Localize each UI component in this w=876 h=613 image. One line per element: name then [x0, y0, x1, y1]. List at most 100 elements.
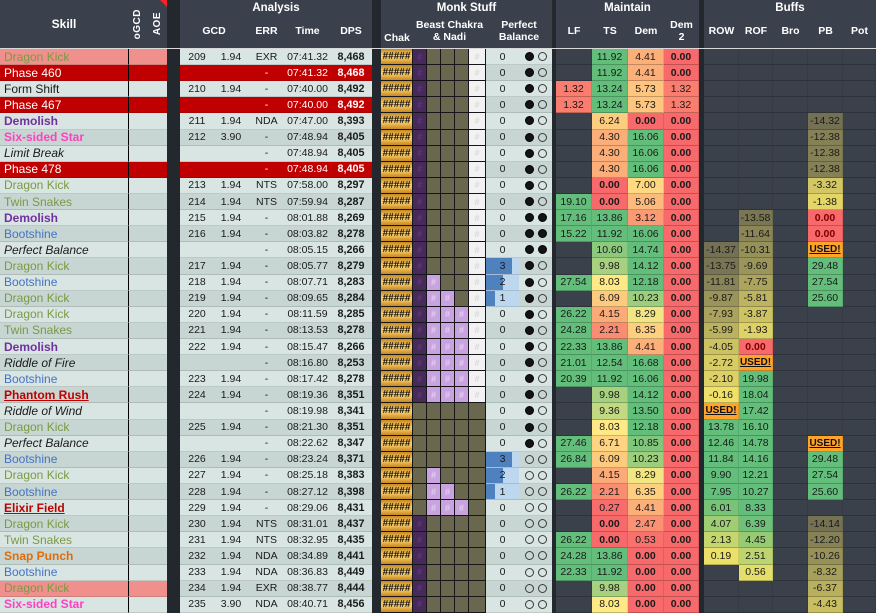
cell-dem2[interactable]: 0.00: [664, 129, 699, 146]
cell-ogcd[interactable]: [128, 596, 147, 613]
cell-buff-bro[interactable]: [773, 258, 808, 275]
cell-ts[interactable]: 12.54: [592, 355, 628, 372]
cell-buff-pb[interactable]: 29.48: [808, 451, 843, 468]
cell-beast-chakra-3[interactable]: [441, 129, 455, 146]
cell-dem[interactable]: 0.00: [628, 564, 664, 581]
cell-err[interactable]: -: [248, 65, 285, 82]
cell-skill[interactable]: Dragon Kick: [0, 49, 128, 66]
cell-beast-chakra-2[interactable]: [427, 145, 441, 162]
cell-lf[interactable]: 27.54: [556, 274, 592, 291]
cell-buff-bro[interactable]: [773, 274, 808, 291]
cell-beast-chakra-5[interactable]: #: [469, 97, 486, 114]
cell-buff-row[interactable]: [704, 226, 739, 243]
cell-err[interactable]: -: [248, 451, 285, 468]
header-ts[interactable]: TS: [603, 25, 617, 38]
cell-chakra-gauge[interactable]: #####: [381, 161, 413, 178]
cell-time[interactable]: 07:40.00: [285, 97, 330, 114]
cell-dem2[interactable]: 0.00: [664, 387, 699, 404]
cell-time[interactable]: 07:41.32: [285, 65, 330, 82]
cell-lf[interactable]: [556, 113, 592, 130]
cell-gcd-recast[interactable]: 1.94: [214, 548, 248, 565]
cell-beast-chakra-3[interactable]: #: [441, 338, 455, 356]
cell-buff-pot[interactable]: [843, 306, 876, 323]
cell-beast-chakra-5[interactable]: [469, 403, 486, 420]
cell-lf[interactable]: 22.33: [556, 564, 592, 581]
cell-dem[interactable]: 0.00: [628, 580, 664, 597]
cell-beast-chakra-3[interactable]: [441, 451, 455, 468]
cell-perfect-balance-count[interactable]: 0: [486, 306, 519, 323]
cell-beast-chakra-5[interactable]: [469, 580, 486, 597]
cell-lf[interactable]: 22.33: [556, 338, 592, 356]
cell-buff-rof[interactable]: 19.98: [739, 371, 773, 388]
cell-buff-rof[interactable]: USED!: [739, 355, 773, 372]
cell-beast-chakra-4[interactable]: [455, 403, 469, 420]
cell-beast-chakra-4[interactable]: [455, 226, 469, 243]
cell-buff-rof[interactable]: [739, 129, 773, 146]
cell-dps[interactable]: 8,287: [330, 193, 372, 211]
cell-buff-row[interactable]: -2.72: [704, 355, 739, 372]
cell-beast-chakra-3[interactable]: [441, 65, 455, 82]
cell-buff-rof[interactable]: [739, 193, 773, 211]
cell-time[interactable]: 07:40.00: [285, 81, 330, 98]
cell-ogcd[interactable]: [128, 113, 147, 130]
cell-chakra-gauge[interactable]: #####: [381, 290, 413, 307]
cell-gcd-number[interactable]: [180, 242, 214, 259]
cell-beast-chakra-2[interactable]: #: [427, 355, 441, 372]
cell-chakra-gauge[interactable]: #####: [381, 81, 413, 98]
cell-lf[interactable]: [556, 65, 592, 82]
cell-nadi[interactable]: [519, 97, 552, 114]
cell-perfect-balance-count[interactable]: 0: [486, 242, 519, 259]
cell-beast-chakra-2[interactable]: [427, 516, 441, 533]
cell-buff-pot[interactable]: [843, 274, 876, 291]
cell-gcd-number[interactable]: 224: [180, 387, 214, 404]
cell-perfect-balance-count[interactable]: 2: [486, 274, 519, 291]
cell-dps[interactable]: 8,269: [330, 210, 372, 227]
cell-beast-chakra-5[interactable]: [469, 451, 486, 468]
cell-dem[interactable]: 8.29: [628, 467, 664, 484]
cell-nadi[interactable]: [519, 548, 552, 565]
cell-buff-pot[interactable]: [843, 113, 876, 130]
cell-nadi[interactable]: [519, 49, 552, 66]
cell-dem[interactable]: 0.00: [628, 548, 664, 565]
cell-buff-bro[interactable]: [773, 483, 808, 501]
cell-buff-pot[interactable]: [843, 419, 876, 436]
cell-dps[interactable]: 8,431: [330, 500, 372, 517]
cell-lf[interactable]: 19.10: [556, 193, 592, 211]
cell-dem2[interactable]: 0.00: [664, 193, 699, 211]
cell-buff-bro[interactable]: [773, 548, 808, 565]
cell-aoe[interactable]: [147, 355, 167, 372]
cell-dem[interactable]: 16.06: [628, 161, 664, 178]
cell-ts[interactable]: 13.24: [592, 97, 628, 114]
cell-ts[interactable]: 4.15: [592, 467, 628, 484]
cell-dem2[interactable]: 0.00: [664, 210, 699, 227]
cell-beast-chakra-3[interactable]: [441, 403, 455, 420]
cell-beast-chakra-5[interactable]: #: [469, 145, 486, 162]
cell-gcd-recast[interactable]: 1.94: [214, 274, 248, 291]
cell-ogcd[interactable]: [128, 548, 147, 565]
cell-perfect-balance-count[interactable]: 0: [486, 193, 519, 211]
cell-beast-chakra-4[interactable]: [455, 548, 469, 565]
cell-buff-bro[interactable]: [773, 500, 808, 517]
cell-buff-pot[interactable]: [843, 129, 876, 146]
cell-time[interactable]: 08:19.98: [285, 403, 330, 420]
cell-dps[interactable]: 8,435: [330, 532, 372, 549]
cell-dem[interactable]: 12.18: [628, 419, 664, 436]
cell-dem2[interactable]: 0.00: [664, 355, 699, 372]
cell-beast-chakra-1[interactable]: [413, 451, 427, 468]
cell-buff-bro[interactable]: [773, 161, 808, 178]
cell-aoe[interactable]: [147, 226, 167, 243]
cell-beast-chakra-5[interactable]: #: [469, 387, 486, 404]
cell-dps[interactable]: 8,405: [330, 161, 372, 178]
cell-buff-bro[interactable]: [773, 81, 808, 98]
cell-beast-chakra-3[interactable]: #: [441, 387, 455, 404]
cell-gcd-recast[interactable]: 1.94: [214, 500, 248, 517]
cell-beast-chakra-2[interactable]: [427, 419, 441, 436]
cell-beast-chakra-4[interactable]: [455, 145, 469, 162]
cell-aoe[interactable]: [147, 161, 167, 178]
cell-beast-chakra-3[interactable]: [441, 242, 455, 259]
cell-beast-chakra-4[interactable]: [455, 435, 469, 452]
cell-buff-pot[interactable]: [843, 193, 876, 211]
cell-ogcd[interactable]: [128, 322, 147, 339]
cell-chakra-gauge[interactable]: #####: [381, 97, 413, 114]
cell-time[interactable]: 08:34.89: [285, 548, 330, 565]
